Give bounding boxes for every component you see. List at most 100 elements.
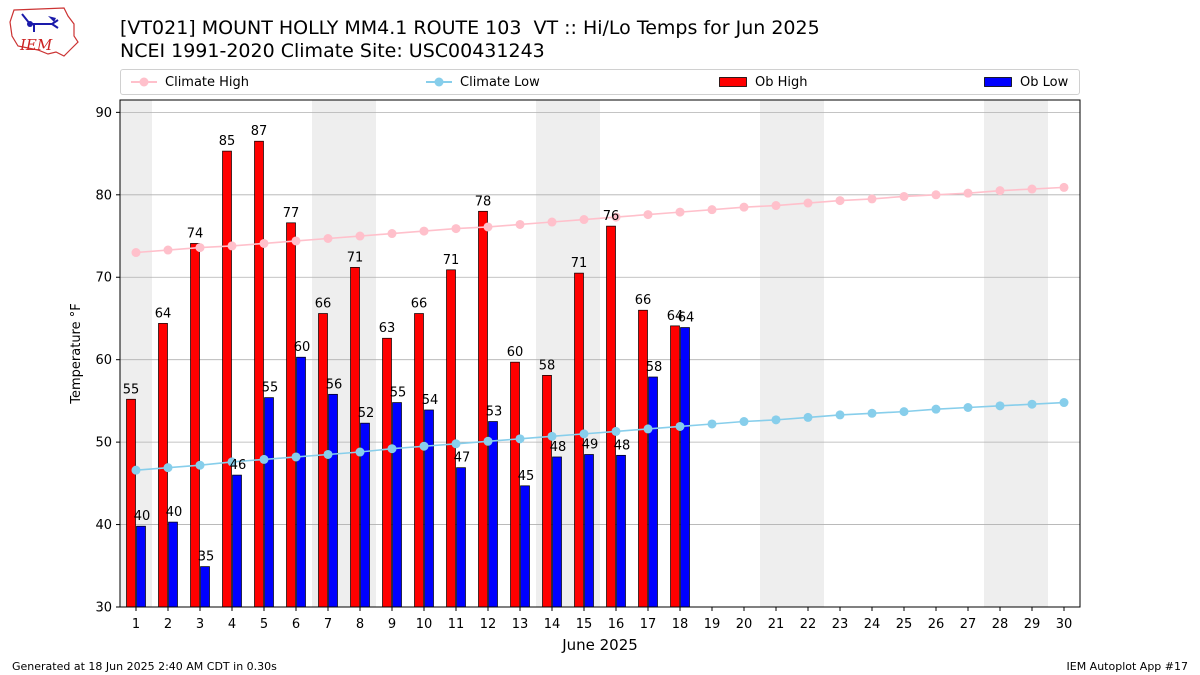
legend-ob-low: Ob Low bbox=[984, 70, 1068, 94]
climate-low-point bbox=[291, 452, 301, 462]
climate-high-point bbox=[483, 222, 493, 232]
x-tick-label: 14 bbox=[544, 617, 561, 632]
logo-text: IEM bbox=[19, 36, 53, 54]
y-tick-label: 40 bbox=[95, 518, 112, 533]
climate-high-point bbox=[195, 243, 205, 253]
climate-high-point bbox=[227, 241, 237, 251]
plot-frame bbox=[119, 99, 1081, 608]
x-tick-label: 2 bbox=[164, 617, 172, 632]
x-tick-label: 20 bbox=[736, 617, 753, 632]
chart-subtitle: NCEI 1991-2020 Climate Site: USC00431243 bbox=[120, 40, 545, 62]
climate-high-point bbox=[355, 231, 365, 241]
ob-high-value-label: 71 bbox=[443, 253, 460, 268]
climate-low-point bbox=[1027, 399, 1037, 409]
ob-high-value-label: 55 bbox=[123, 382, 140, 397]
ob-low-value-label: 46 bbox=[230, 458, 247, 473]
weekend-band bbox=[120, 100, 152, 607]
climate-low-point bbox=[131, 465, 141, 475]
ob-low-value-label: 47 bbox=[454, 451, 471, 466]
climate-high-point bbox=[867, 194, 877, 204]
x-tick-label: 18 bbox=[672, 617, 689, 632]
ob-low-value-label: 52 bbox=[358, 406, 375, 421]
x-tick-label: 11 bbox=[448, 617, 465, 632]
ob-high-bar bbox=[254, 140, 264, 608]
climate-low-point bbox=[867, 408, 877, 418]
climate-high-point bbox=[579, 215, 589, 225]
legend-label-climate-low: Climate Low bbox=[460, 74, 540, 90]
climate-high-point bbox=[387, 229, 397, 239]
iem-logo: IEM bbox=[9, 7, 79, 57]
climate-low-point bbox=[163, 463, 173, 473]
climate-low-point bbox=[675, 421, 685, 431]
climate-high-point bbox=[323, 233, 333, 243]
ob-low-value-label: 35 bbox=[198, 550, 215, 565]
ob-high-swatch-icon bbox=[719, 77, 747, 87]
climate-low-point bbox=[611, 426, 621, 436]
ob-low-bar bbox=[264, 397, 274, 608]
climate-low-point bbox=[227, 457, 237, 467]
legend-label-ob-low: Ob Low bbox=[1020, 74, 1069, 90]
x-tick-label: 17 bbox=[640, 617, 657, 632]
ob-low-bar bbox=[456, 467, 466, 608]
x-tick-label: 25 bbox=[896, 617, 913, 632]
climate-high-point bbox=[643, 210, 653, 220]
ob-low-bar bbox=[200, 566, 210, 608]
climate-low-point bbox=[387, 444, 397, 454]
ob-low-bar bbox=[488, 421, 498, 608]
ob-low-bar bbox=[680, 327, 690, 608]
ob-low-bar bbox=[616, 454, 626, 608]
x-axis-label: June 2025 bbox=[561, 636, 638, 654]
x-tick-label: 26 bbox=[928, 617, 945, 632]
ob-low-bar bbox=[424, 409, 434, 608]
x-tick-label: 13 bbox=[512, 617, 529, 632]
ob-low-value-label: 40 bbox=[166, 505, 183, 520]
climate-high-point bbox=[259, 238, 269, 248]
climate-high-point bbox=[1059, 182, 1069, 192]
climate-high-point bbox=[771, 201, 781, 211]
ob-low-value-label: 49 bbox=[582, 437, 599, 452]
y-tick-label: 90 bbox=[95, 106, 112, 121]
ob-high-value-label: 78 bbox=[475, 194, 492, 209]
y-tick-label: 70 bbox=[95, 271, 112, 286]
climate-high-point bbox=[451, 224, 461, 234]
x-tick-label: 21 bbox=[768, 617, 785, 632]
x-tick-label: 9 bbox=[388, 617, 396, 632]
x-tick-label: 10 bbox=[416, 617, 433, 632]
weekend-band bbox=[760, 100, 824, 607]
legend-label-climate-high: Climate High bbox=[165, 74, 250, 90]
climate-low-point bbox=[963, 402, 973, 412]
climate-low-point bbox=[323, 449, 333, 459]
ob-high-bar bbox=[382, 337, 392, 608]
ob-low-bar bbox=[520, 485, 530, 608]
ob-low-bar bbox=[168, 521, 178, 608]
generated-timestamp: Generated at 18 Jun 2025 2:40 AM CDT in … bbox=[12, 660, 277, 673]
ob-low-bar bbox=[648, 376, 658, 608]
app-credit: IEM Autoplot App #17 bbox=[1066, 660, 1189, 673]
x-tick-label: 7 bbox=[324, 617, 332, 632]
x-tick-label: 24 bbox=[864, 617, 881, 632]
climate-high-point bbox=[1027, 184, 1037, 194]
climate-low-point bbox=[195, 460, 205, 470]
ob-low-value-label: 55 bbox=[390, 386, 407, 401]
x-tick-label: 15 bbox=[576, 617, 593, 632]
climate-low-point bbox=[483, 436, 493, 446]
climate-low-point bbox=[835, 410, 845, 420]
ob-high-value-label: 63 bbox=[379, 321, 396, 336]
climate-low-point bbox=[899, 407, 909, 417]
ob-low-value-label: 64 bbox=[678, 311, 695, 326]
climate-low-point bbox=[1059, 398, 1069, 408]
y-tick-label: 50 bbox=[95, 436, 112, 451]
ob-low-bar bbox=[296, 356, 306, 608]
climate-high-point bbox=[995, 186, 1005, 196]
climate-high-point bbox=[515, 219, 525, 229]
climate-low-point bbox=[739, 417, 749, 427]
ob-low-value-label: 45 bbox=[518, 469, 535, 484]
x-tick-label: 16 bbox=[608, 617, 625, 632]
ob-high-value-label: 87 bbox=[251, 124, 268, 139]
ob-high-bar bbox=[446, 269, 456, 608]
x-tick-label: 6 bbox=[292, 617, 300, 632]
chart-title: [VT021] MOUNT HOLLY MM4.1 ROUTE 103 VT :… bbox=[120, 17, 820, 39]
climate-low-point bbox=[451, 439, 461, 449]
ob-low-bar bbox=[392, 402, 402, 608]
